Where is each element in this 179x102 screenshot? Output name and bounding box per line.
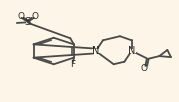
Text: N: N [92,46,100,56]
Text: O: O [31,12,38,21]
Text: F: F [70,60,76,69]
FancyBboxPatch shape [128,49,136,53]
Text: O: O [141,64,148,73]
Text: S: S [25,17,31,27]
Text: N: N [128,46,135,56]
FancyBboxPatch shape [92,49,100,53]
Text: N: N [92,46,100,56]
Text: O: O [17,12,25,21]
